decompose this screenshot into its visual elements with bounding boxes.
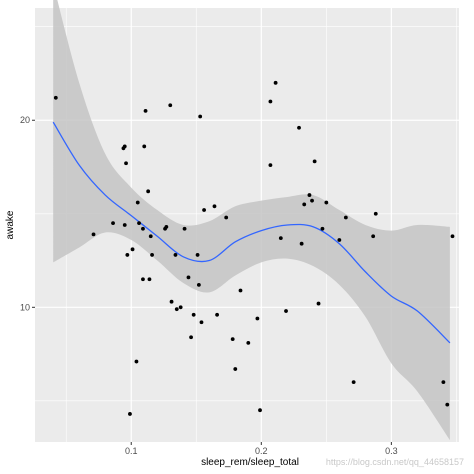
data-point	[150, 253, 154, 257]
data-point	[320, 226, 325, 231]
data-point	[273, 80, 278, 85]
data-point	[373, 211, 378, 216]
data-point	[199, 320, 204, 325]
data-point	[299, 241, 304, 246]
data-point	[215, 312, 219, 317]
x-tick-label: 0.3	[385, 446, 398, 456]
data-point	[147, 277, 152, 282]
data-point	[268, 99, 273, 104]
data-point	[169, 299, 174, 304]
data-point	[195, 253, 200, 257]
data-point	[310, 198, 314, 203]
data-point	[191, 312, 196, 317]
x-tick-label: 0.1	[125, 446, 138, 456]
data-point	[196, 282, 201, 287]
data-point	[268, 163, 273, 168]
data-point	[137, 221, 141, 226]
data-point	[198, 114, 203, 119]
data-point	[146, 189, 151, 194]
data-point	[255, 316, 260, 321]
data-point	[284, 309, 288, 313]
data-point	[186, 275, 191, 280]
data-point	[445, 402, 450, 407]
x-axis-ticks: 0.1 0.2 0.3	[125, 442, 398, 456]
data-point	[202, 208, 206, 212]
data-point	[111, 221, 115, 226]
data-point	[312, 159, 317, 164]
data-point	[125, 253, 130, 257]
data-point	[278, 236, 283, 240]
confidence-ribbon	[53, 0, 450, 441]
data-point	[141, 277, 145, 282]
data-point	[351, 380, 356, 385]
data-point	[91, 232, 96, 237]
data-point	[141, 226, 145, 231]
data-point	[212, 204, 217, 209]
data-point	[142, 144, 147, 149]
data-point	[343, 215, 348, 220]
data-point	[337, 238, 342, 242]
y-tick-label: 10	[20, 302, 30, 312]
data-point	[371, 234, 376, 239]
data-point	[450, 234, 455, 239]
smooth-line	[52, 121, 451, 344]
y-axis-ticks: 10 20	[20, 115, 35, 312]
data-point	[246, 340, 251, 345]
data-point	[238, 288, 243, 293]
data-point	[297, 125, 301, 130]
data-point	[224, 215, 229, 220]
data-point	[122, 223, 127, 227]
data-point	[258, 408, 262, 413]
data-point	[122, 144, 127, 149]
data-point	[324, 200, 329, 205]
data-point	[182, 226, 187, 231]
data-point	[189, 335, 193, 340]
data-point	[302, 202, 307, 207]
y-axis-title: awake	[5, 210, 16, 239]
data-point	[174, 307, 179, 312]
data-point	[230, 337, 235, 342]
data-point	[53, 95, 58, 100]
data-point	[173, 253, 178, 257]
data-point	[441, 380, 446, 385]
data-point	[135, 200, 140, 205]
data-point	[148, 234, 153, 239]
data-point	[164, 224, 169, 229]
data-point	[124, 161, 128, 166]
data-point	[307, 193, 312, 197]
data-point	[130, 247, 135, 252]
watermark: https://blog.csdn.net/qq_44658157	[326, 457, 464, 467]
y-tick-label: 20	[20, 115, 30, 125]
data-point	[134, 359, 139, 364]
x-tick-label: 0.2	[255, 446, 268, 456]
data-point	[178, 305, 183, 310]
data-point	[233, 367, 238, 371]
data-point	[143, 108, 148, 113]
x-axis-title: sleep_rem/sleep_total	[201, 457, 299, 468]
data-points	[53, 80, 455, 416]
data-point	[316, 301, 321, 306]
data-point	[168, 103, 173, 108]
data-point	[128, 412, 132, 416]
